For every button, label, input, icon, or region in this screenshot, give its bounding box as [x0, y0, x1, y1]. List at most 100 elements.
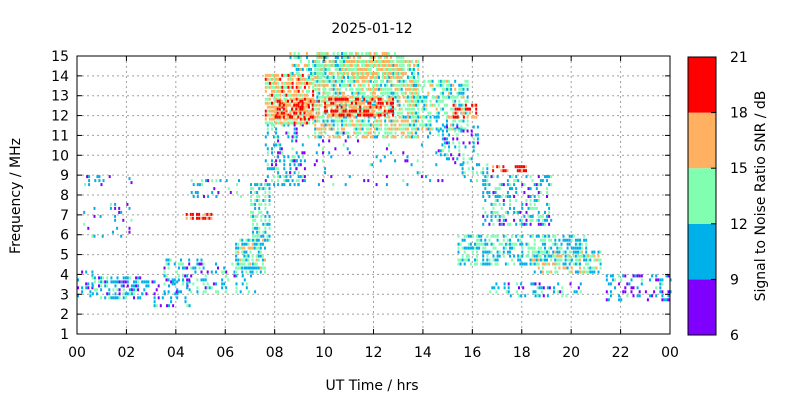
heatmap-cell: [498, 183, 501, 187]
heatmap-cell: [634, 274, 637, 278]
heatmap-cell: [328, 97, 331, 101]
heatmap-cell: [102, 179, 105, 183]
heatmap-cell: [452, 141, 455, 145]
heatmap-cell: [328, 127, 331, 131]
heatmap-cell: [258, 195, 261, 198]
heatmap-cell: [519, 242, 522, 246]
heatmap-cell: [462, 107, 465, 111]
heatmap-cell: [176, 296, 179, 300]
heatmap-cell: [93, 280, 96, 284]
heatmap-cell: [341, 131, 343, 135]
heatmap-cell: [104, 284, 107, 288]
heatmap-cell: [326, 91, 329, 95]
heatmap-cell: [250, 274, 252, 278]
heatmap-cell: [293, 127, 296, 131]
heatmap-cell: [425, 115, 428, 119]
heatmap-cell: [336, 79, 339, 83]
heatmap-cell: [500, 222, 503, 226]
heatmap-cell: [295, 77, 298, 81]
heatmap-cell: [320, 99, 323, 103]
heatmap-cell: [548, 250, 551, 254]
heatmap-cell: [330, 97, 333, 101]
heatmap-cell: [303, 121, 306, 125]
heatmap-cell: [359, 56, 362, 59]
heatmap-cell: [285, 109, 288, 113]
heatmap-cell: [351, 119, 354, 123]
heatmap-cell: [502, 250, 505, 254]
heatmap-cell: [475, 115, 478, 119]
heatmap-cell: [367, 71, 370, 75]
heatmap-cell: [252, 238, 254, 242]
heatmap-cell: [454, 95, 457, 99]
heatmap-cell: [456, 111, 459, 115]
heatmap-cell: [293, 101, 296, 105]
heatmap-cell: [266, 73, 269, 77]
heatmap-cell: [406, 63, 409, 67]
heatmap-cell: [531, 262, 534, 266]
heatmap-cell: [544, 242, 546, 246]
heatmap-cell: [324, 91, 327, 95]
heatmap-cell: [95, 288, 98, 292]
heatmap-cell: [308, 97, 310, 101]
heatmap-cell: [579, 238, 581, 242]
heatmap-cell: [400, 56, 403, 59]
heatmap-cell: [492, 165, 495, 169]
heatmap-cell: [334, 67, 337, 71]
heatmap-cell: [341, 63, 343, 67]
heatmap-cell: [398, 99, 401, 103]
colorbar-tick-label: 9: [730, 272, 739, 288]
heatmap-cell: [363, 101, 366, 105]
heatmap-cell: [110, 276, 113, 280]
heatmap-cell: [419, 99, 422, 103]
heatmap-cell: [585, 270, 588, 274]
heatmap-cell: [476, 163, 478, 167]
heatmap-cell: [301, 179, 304, 183]
heatmap-cell: [287, 85, 290, 89]
heatmap-cell: [143, 280, 146, 284]
heatmap-cell: [381, 75, 384, 79]
heatmap-cell: [196, 262, 199, 266]
heatmap-cell: [386, 135, 389, 139]
heatmap-cell: [359, 91, 362, 95]
heatmap-cell: [332, 135, 335, 139]
heatmap-cell: [332, 79, 335, 83]
heatmap-cell: [341, 115, 343, 119]
heatmap-cell: [454, 107, 457, 111]
heatmap-cell: [450, 127, 453, 131]
heatmap-cell: [416, 159, 419, 163]
heatmap-cell: [345, 131, 348, 135]
heatmap-cell: [349, 63, 352, 67]
heatmap-cell: [289, 52, 292, 55]
heatmap-cell: [463, 262, 466, 266]
heatmap-cell: [452, 107, 455, 111]
heatmap-cell: [369, 56, 372, 59]
heatmap-cell: [249, 250, 252, 254]
heatmap-cell: [559, 290, 562, 294]
heatmap-cell: [277, 101, 280, 105]
heatmap-cell: [260, 187, 263, 191]
heatmap-cell: [473, 115, 476, 119]
heatmap-cell: [597, 258, 600, 262]
heatmap-cell: [538, 286, 541, 290]
heatmap-cell: [384, 91, 387, 95]
heatmap-cell: [347, 79, 350, 83]
heatmap-cell: [482, 262, 485, 266]
heatmap-cell: [472, 145, 475, 149]
y-tick-label: 2: [60, 307, 69, 323]
heatmap-cell: [309, 111, 312, 115]
heatmap-cell: [357, 113, 359, 117]
heatmap-cell: [308, 109, 310, 113]
heatmap-cell: [291, 71, 294, 75]
heatmap-cell: [343, 56, 345, 59]
heatmap-cell: [196, 278, 199, 282]
heatmap-cell: [297, 89, 300, 93]
heatmap-cell: [536, 294, 539, 298]
heatmap-cell: [351, 123, 354, 127]
heatmap-cell: [312, 77, 315, 81]
heatmap-cell: [369, 131, 372, 135]
heatmap-cell: [283, 81, 286, 85]
heatmap-cell: [461, 167, 464, 171]
heatmap-cell: [595, 266, 598, 270]
heatmap-cell: [338, 67, 341, 71]
heatmap-cell: [484, 250, 487, 254]
